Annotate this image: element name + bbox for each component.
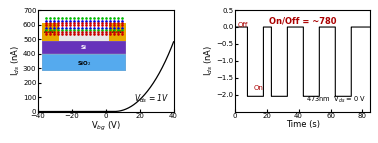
Text: Off: Off: [237, 22, 248, 28]
X-axis label: Time (s): Time (s): [285, 120, 319, 129]
Text: On: On: [254, 85, 263, 91]
Text: V$_{ds}$ = 1V: V$_{ds}$ = 1V: [134, 93, 169, 105]
Text: 473nm  V$_{ds}$ = 0 V: 473nm V$_{ds}$ = 0 V: [306, 95, 366, 105]
Text: On/Off = ~780: On/Off = ~780: [269, 16, 336, 25]
X-axis label: V$_{bg}$ (V): V$_{bg}$ (V): [91, 120, 121, 133]
Y-axis label: I$_{ds}$ (nA): I$_{ds}$ (nA): [9, 45, 22, 76]
Y-axis label: I$_{ds}$ (nA): I$_{ds}$ (nA): [202, 45, 215, 76]
